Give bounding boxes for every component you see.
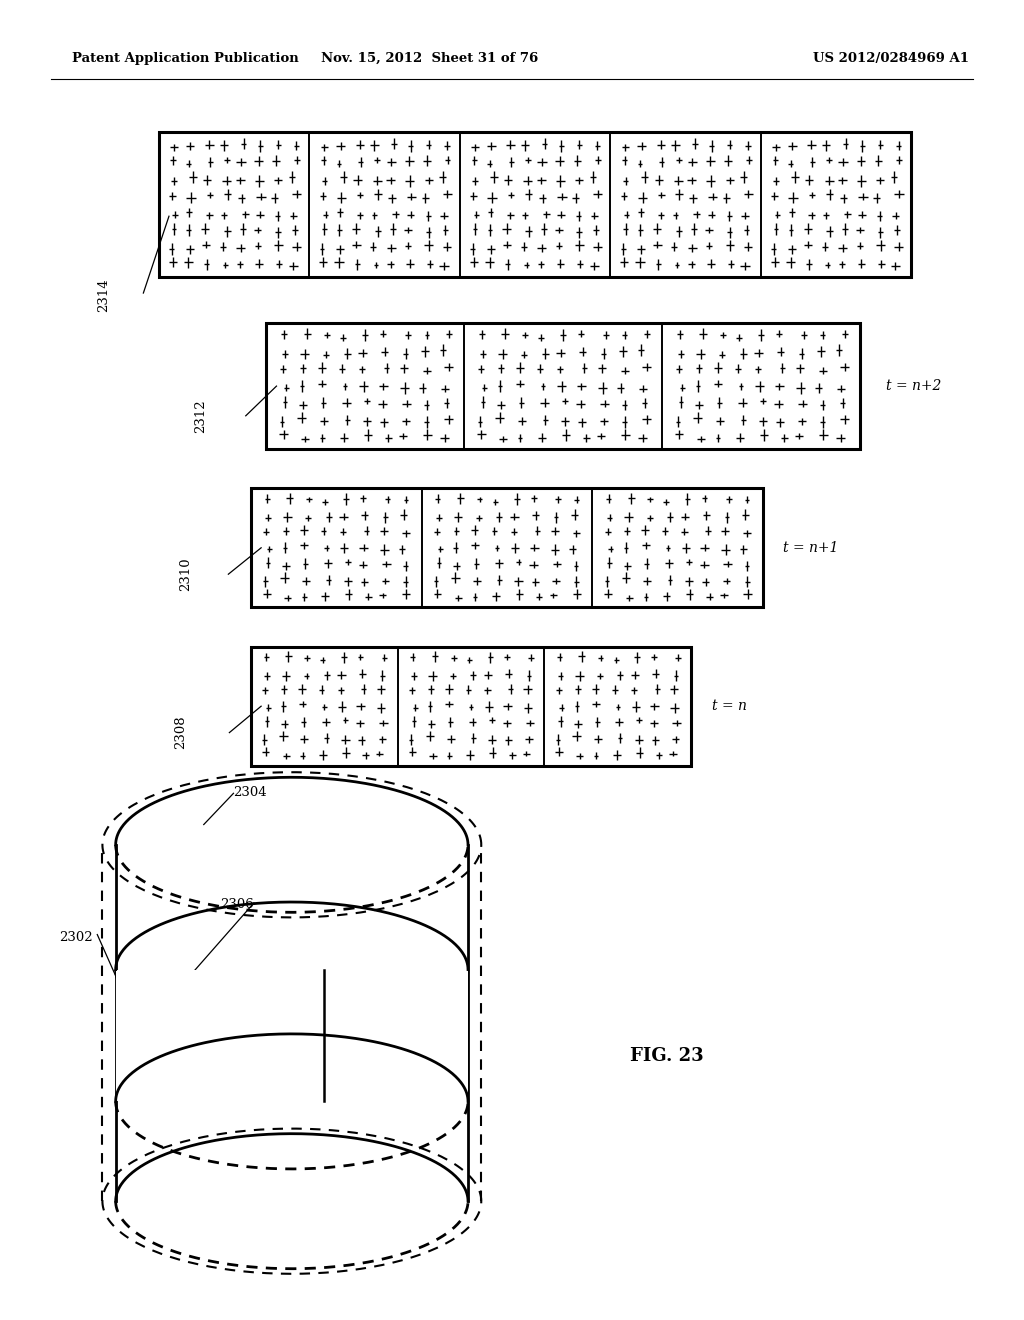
Text: 2308: 2308 [174, 715, 187, 750]
Text: t = n+2: t = n+2 [886, 379, 941, 393]
Text: 2302: 2302 [59, 931, 93, 944]
Text: Patent Application Publication: Patent Application Publication [72, 51, 298, 65]
Text: t = n: t = n [712, 700, 746, 713]
Bar [251, 647, 691, 766]
Bar [159, 132, 911, 277]
Text: t = n+1: t = n+1 [783, 541, 839, 554]
Bar [266, 323, 860, 449]
Text: US 2012/0284969 A1: US 2012/0284969 A1 [813, 51, 969, 65]
Text: FIG. 23: FIG. 23 [630, 1047, 703, 1065]
Text: 2310: 2310 [179, 557, 193, 591]
Text: 2306: 2306 [220, 898, 254, 911]
Text: Nov. 15, 2012  Sheet 31 of 76: Nov. 15, 2012 Sheet 31 of 76 [322, 51, 539, 65]
Bar [116, 969, 468, 1101]
Text: 2312: 2312 [195, 399, 208, 433]
Bar [251, 488, 763, 607]
Text: 2314: 2314 [97, 279, 111, 313]
Text: 2304: 2304 [233, 785, 267, 799]
